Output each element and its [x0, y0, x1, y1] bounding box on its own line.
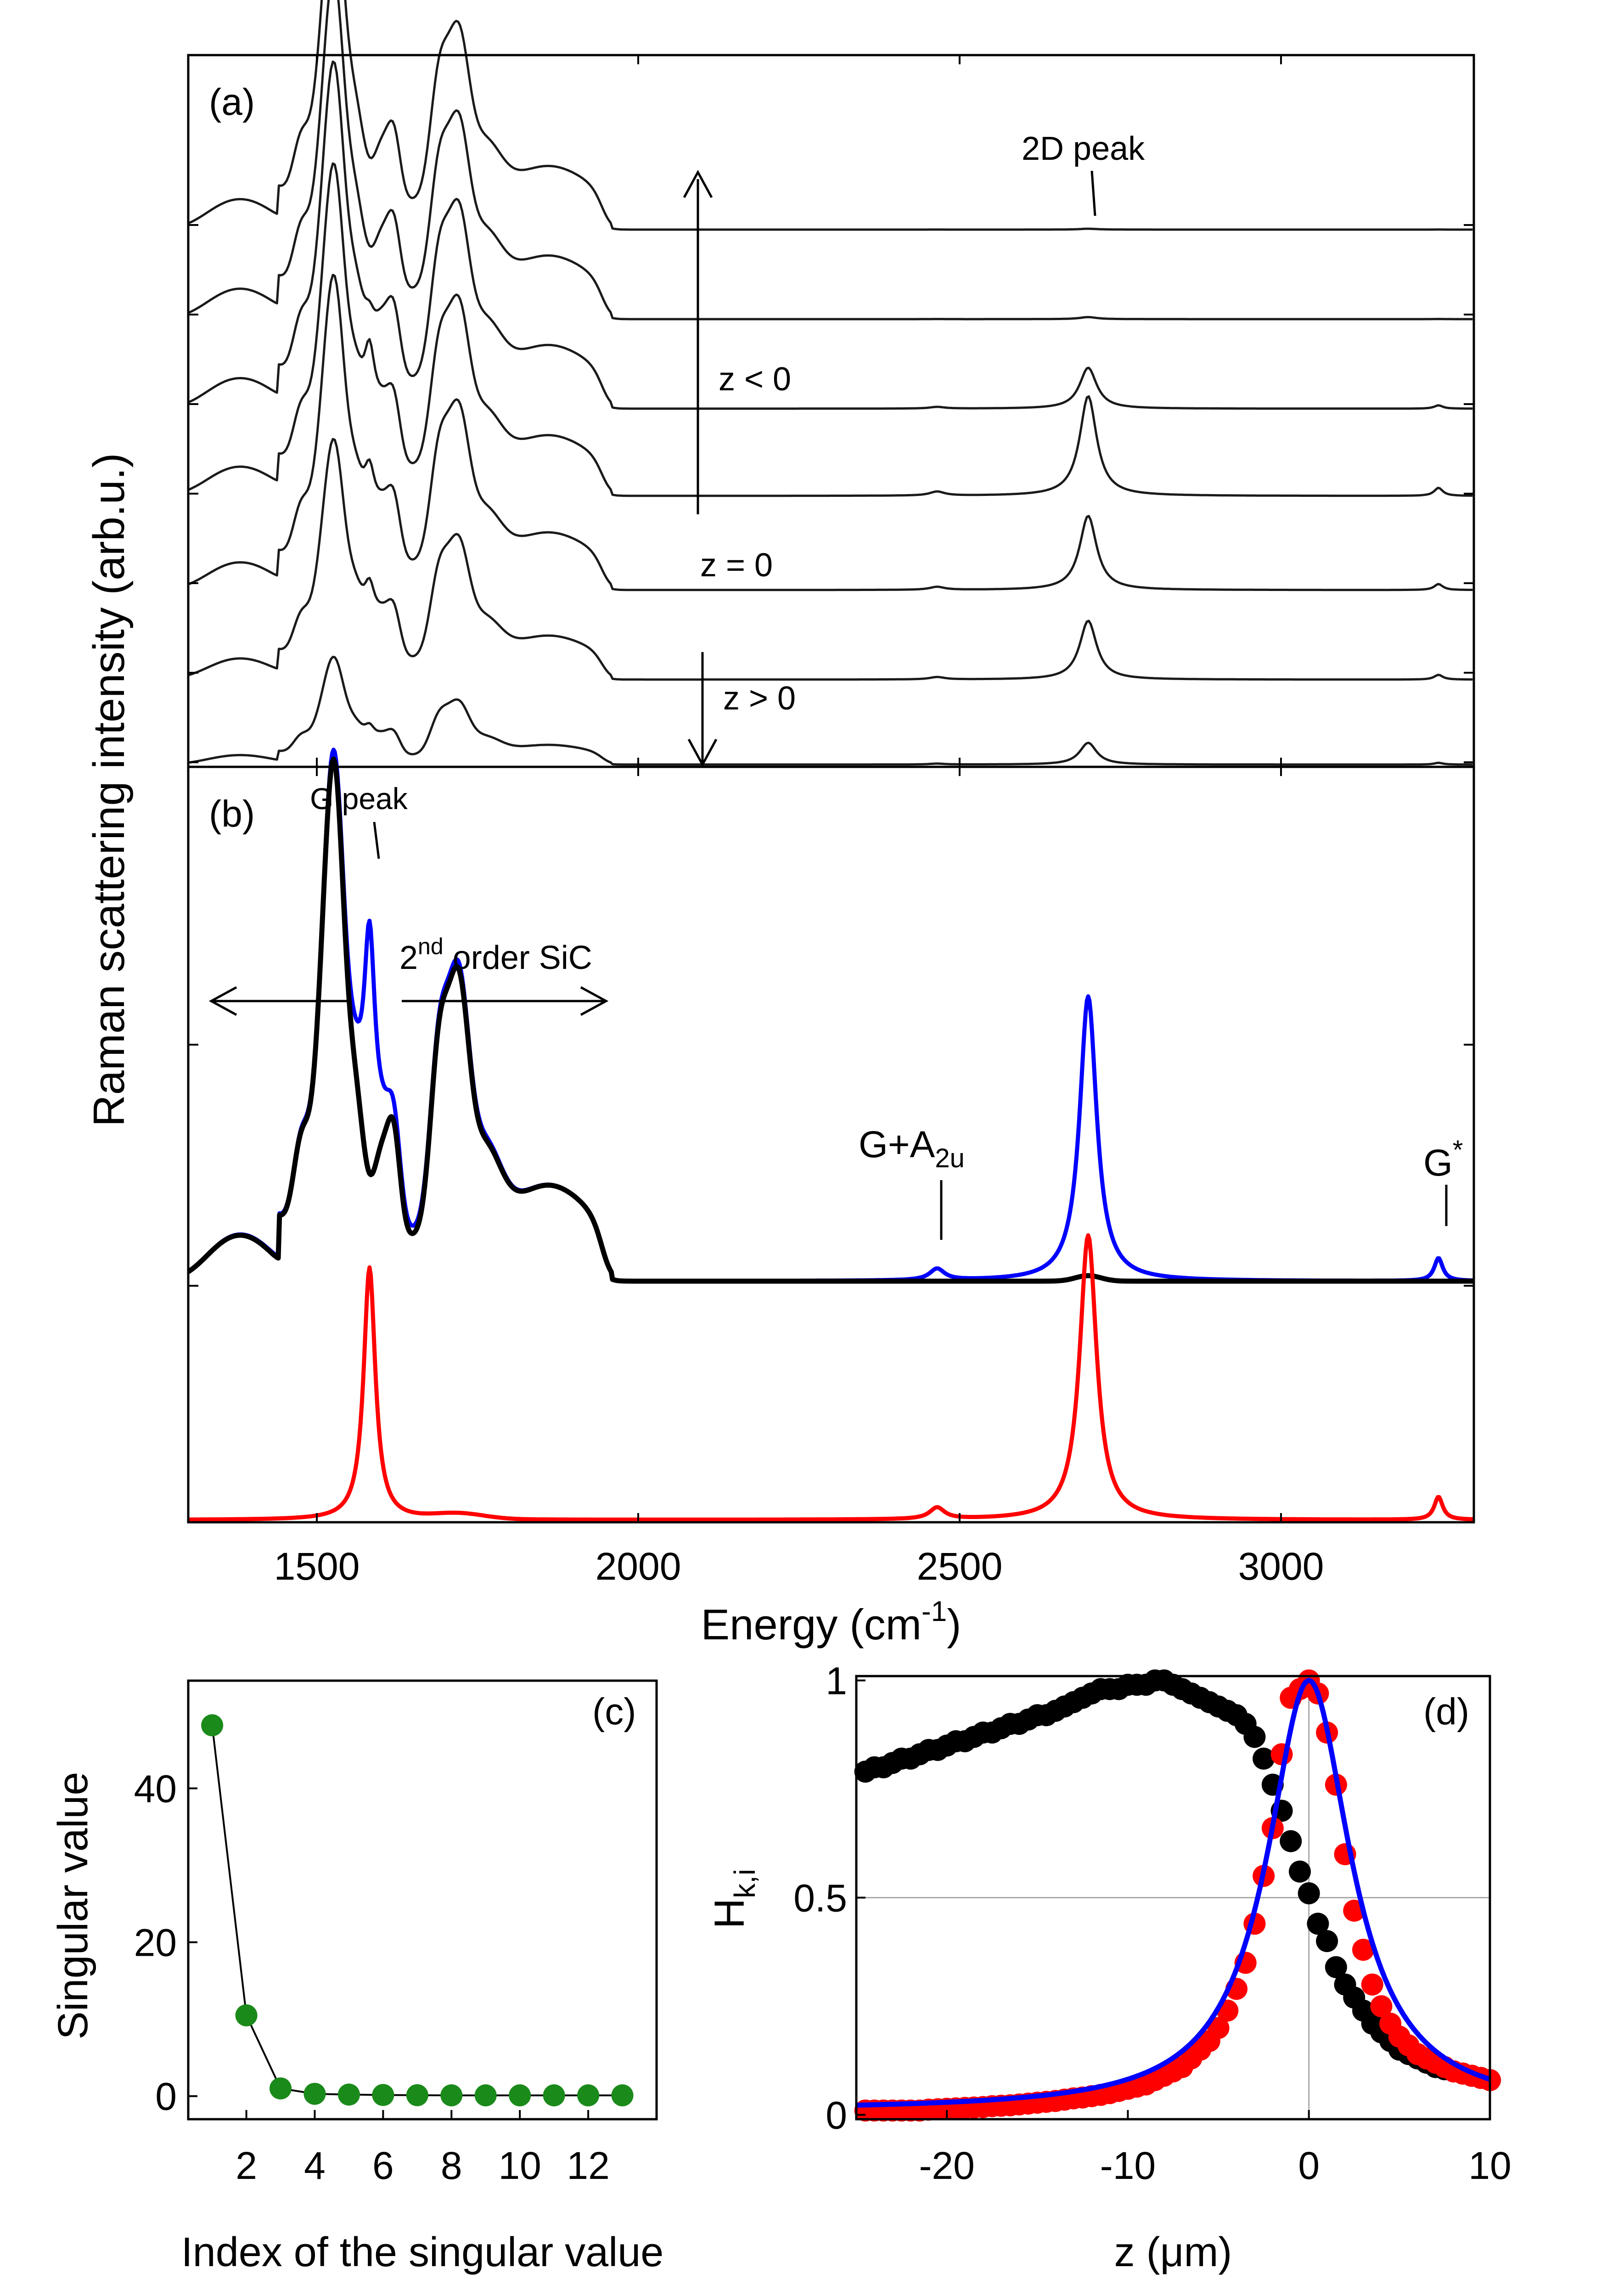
d-x-tick-label: -20	[919, 2144, 974, 2187]
panel-d-label: (d)	[1423, 1691, 1469, 1733]
c-y-tick-label: 0	[155, 2075, 177, 2118]
singular-value-point	[440, 2084, 463, 2107]
singular-value-point	[337, 2083, 360, 2106]
h-point-black	[1298, 1882, 1320, 1905]
d-y-tick-label: 0	[826, 2094, 847, 2137]
singular-value-line	[211, 1725, 623, 2097]
x-tick-label: 1500	[274, 1545, 360, 1588]
singular-value-point	[270, 2077, 292, 2099]
singular-value-point	[543, 2084, 565, 2107]
x-axis-title-z: z (μm)	[1114, 2229, 1232, 2275]
y-axis-title-raman: Raman scattering intensity (arb.u.)	[84, 453, 134, 1126]
panel-b-frame	[187, 765, 1475, 1524]
panel-c-plot: 0 20 40 2 4 6 8 10 12	[134, 1714, 634, 2187]
raman-trace-6	[188, 438, 1473, 681]
raman-trace-1	[187, 0, 1473, 231]
label-z-greater: z > 0	[723, 680, 796, 717]
h-point-black	[1253, 1747, 1275, 1770]
label-g-a2u: G+A2u	[859, 1124, 965, 1173]
h-point-black	[1307, 1913, 1329, 1935]
panel-d: 0 0.5 1 -20 -10 0 10 (d) z (μm) Hk,i	[706, 1659, 1511, 2275]
panel-c: 0 20 40 2 4 6 8 10 12 (c) Index of the singular …	[50, 1679, 664, 2275]
h-point-red	[1352, 1939, 1374, 1961]
panel-b: 1500 2000 2500 3000 (b) G peak 2nd order Si…	[187, 748, 1475, 1649]
h-point-black	[1280, 1830, 1302, 1852]
raman-trace-3	[187, 60, 1473, 410]
y-axis-title-singular: Singular value	[50, 1772, 96, 2039]
x-tick-label: 3000	[1238, 1545, 1324, 1588]
lorentzian-fit-line	[856, 1677, 1491, 2108]
panel-d-frame	[855, 1675, 1491, 2121]
sic-arrow-right-head	[580, 986, 609, 1016]
marker-2d-peak	[1090, 170, 1096, 216]
d-x-tick-label: -10	[1100, 2144, 1156, 2187]
label-sic-order: 2nd order SiC	[399, 934, 592, 976]
x-tick-label: 2000	[596, 1545, 681, 1588]
label-2d-peak: 2D peak	[1022, 130, 1145, 167]
series-total-line	[187, 748, 1475, 1283]
series-sic-line	[187, 756, 1475, 1284]
arrow-up-head	[683, 169, 713, 198]
h-point-red	[1207, 2017, 1230, 2039]
h-point-red	[1370, 1995, 1393, 2018]
d-y-tick-label: 0.5	[793, 1877, 847, 1920]
c-x-tick-label: 6	[372, 2144, 394, 2187]
x-axis-title-energy: Energy (cm-1)	[701, 1596, 961, 1649]
x-axis-title-index: Index of the singular value	[181, 2229, 664, 2275]
c-x-tick-label: 10	[498, 2144, 541, 2187]
panel-c-frame	[187, 1679, 658, 2121]
y-axis-title-h: Hk,i	[706, 1869, 761, 1929]
singular-value-point	[372, 2084, 394, 2106]
h-point-black	[1243, 1726, 1266, 1748]
singular-value-point	[406, 2084, 428, 2106]
label-z-equal: z = 0	[700, 547, 773, 584]
singular-value-point	[235, 2004, 258, 2026]
panel-a-ticks	[188, 55, 1474, 767]
c-x-tick-label: 2	[236, 2144, 257, 2187]
x-tick-label: 2500	[917, 1545, 1003, 1588]
c-x-tick-label: 12	[567, 2144, 609, 2187]
panel-d-plot: 0 0.5 1 -20 -10 0 10	[793, 1659, 1511, 2187]
c-x-tick-label: 4	[304, 2144, 326, 2187]
panel-b-ticks: 1500 2000 2500 3000	[188, 767, 1474, 1588]
raman-trace-7	[188, 656, 1473, 766]
singular-value-point	[577, 2084, 600, 2107]
singular-value-point	[303, 2082, 326, 2105]
c-x-tick-label: 8	[441, 2144, 462, 2187]
singular-value-point	[611, 2084, 634, 2107]
singular-value-point	[201, 1714, 224, 1737]
h-point-black	[1316, 1930, 1338, 1953]
d-x-tick-label: 10	[1468, 2144, 1511, 2187]
marker-g-peak	[373, 822, 380, 859]
h-point-red	[1361, 1973, 1383, 1996]
panel-a-frame	[187, 54, 1475, 768]
raman-trace-4	[188, 162, 1473, 497]
panel-a-label: (a)	[209, 81, 255, 123]
h-point-black	[1325, 1956, 1347, 1978]
label-g-peak: G peak	[310, 782, 408, 816]
raman-trace-5	[188, 274, 1473, 591]
panel-b-traces	[187, 748, 1475, 1522]
c-y-tick-label: 40	[134, 1767, 177, 1811]
arrow-down-head	[687, 738, 718, 767]
singular-value-point	[509, 2084, 531, 2107]
singular-value-point	[474, 2084, 497, 2107]
panel-a: (a) 2D peak z < 0 z = 0 z > 0	[187, 0, 1475, 768]
panel-a-traces	[187, 0, 1473, 766]
label-g-star: G*	[1423, 1135, 1463, 1184]
series-graphene-line	[187, 1233, 1475, 1522]
raman-trace-2	[187, 0, 1473, 321]
d-y-tick-label: 1	[826, 1659, 847, 1702]
label-z-less: z < 0	[719, 361, 791, 398]
panel-b-label: (b)	[209, 793, 255, 835]
sic-arrow-left-head	[208, 986, 237, 1016]
d-x-tick-label: 0	[1298, 2144, 1320, 2187]
c-y-tick-label: 20	[134, 1921, 177, 1964]
panel-c-label: (c)	[592, 1691, 636, 1733]
h-point-black	[1289, 1860, 1311, 1883]
